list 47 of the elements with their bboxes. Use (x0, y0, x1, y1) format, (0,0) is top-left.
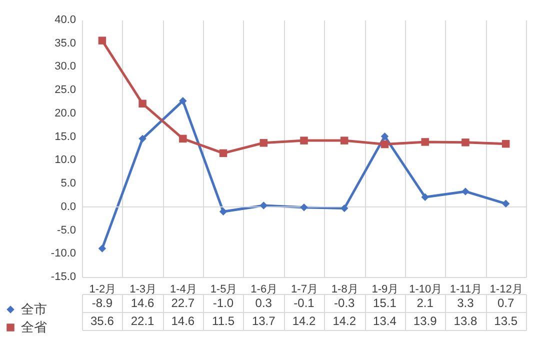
y-tick-label: -5.0 (57, 224, 76, 236)
data-label: 14.2 (292, 314, 316, 328)
y-tick-label: 10.0 (54, 154, 76, 166)
data-label: -8.9 (92, 296, 113, 310)
x-tick-label: 1-6月 (250, 284, 278, 296)
y-tick-label: 30.0 (54, 60, 76, 73)
legend-label: 全省 (21, 320, 47, 334)
data-label: 3.3 (457, 296, 474, 310)
x-tick-label: 1-11月 (450, 284, 482, 296)
data-label: 13.8 (454, 314, 478, 328)
data-label: -0.1 (294, 296, 315, 310)
data-label: 14.6 (130, 296, 155, 310)
y-tick-label: -10.0 (50, 248, 76, 260)
y-tick-label: 35.0 (54, 37, 76, 50)
y-tick-label: 20.0 (54, 107, 76, 120)
y-tick-label: 40.0 (54, 14, 76, 26)
y-tick-label: 5.0 (60, 178, 76, 190)
data-label: -1.0 (212, 296, 234, 310)
data-label: 22.1 (130, 314, 155, 328)
x-tick-label: 1-9月 (372, 284, 399, 296)
x-tick-label: 1-12月 (490, 284, 523, 296)
y-tick-label: 25.0 (54, 84, 76, 96)
x-tick-label: 1-3月 (130, 284, 156, 296)
data-label: 13.9 (413, 314, 438, 328)
data-label: 0.3 (255, 296, 272, 310)
data-label: 0.7 (497, 296, 514, 310)
x-tick-label: 1-7月 (291, 284, 318, 296)
legend-label: 全市 (21, 302, 47, 316)
x-tick-label: 1-8月 (331, 284, 358, 296)
x-tick-label: 1-5月 (210, 284, 238, 296)
data-label: 11.5 (212, 314, 235, 328)
y-tick-label: -15.0 (50, 271, 76, 283)
data-label: 15.1 (373, 296, 397, 310)
y-tick-label: 0.0 (60, 200, 76, 213)
x-tick-label: 1-2月 (89, 284, 116, 296)
data-label: 14.6 (171, 314, 195, 328)
data-label: 2.1 (416, 296, 434, 310)
data-label: 14.2 (332, 314, 356, 328)
y-tick-label: 15.0 (54, 130, 76, 143)
data-label: 13.5 (494, 314, 518, 328)
data-label: 13.7 (252, 314, 276, 328)
data-label: 22.7 (171, 296, 195, 310)
x-tick-label: 1-10月 (409, 284, 442, 296)
data-label: -0.3 (334, 296, 356, 310)
x-tick-label: 1-4月 (170, 284, 197, 296)
data-label: 13.4 (373, 314, 397, 328)
data-label: 35.6 (90, 314, 114, 328)
